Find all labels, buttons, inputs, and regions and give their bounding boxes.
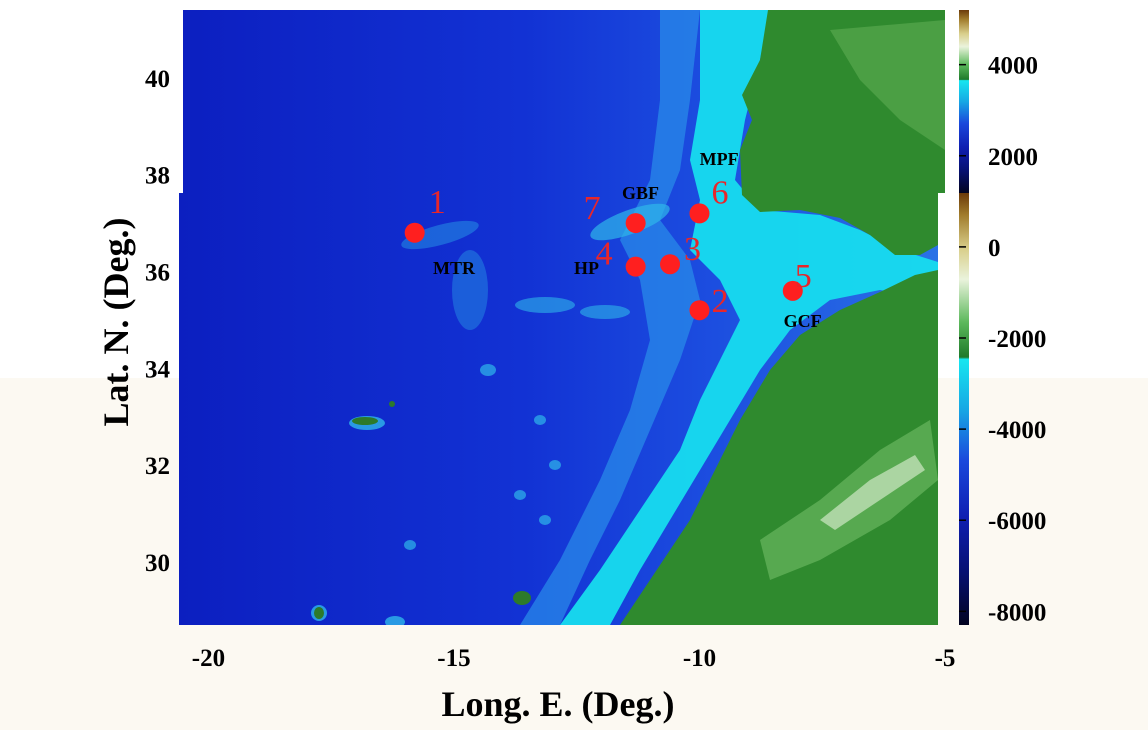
mid-slope bbox=[520, 10, 700, 625]
x-axis-ticks: -20 -15 -10 -5 bbox=[192, 645, 956, 672]
colorbar-tick-label: 4000 bbox=[988, 53, 1038, 80]
y-tick-label: 38 bbox=[145, 163, 170, 190]
y-tick-label: 36 bbox=[145, 259, 170, 286]
seamount bbox=[515, 297, 575, 313]
colorbar-tick-label: 2000 bbox=[988, 144, 1038, 171]
seamount bbox=[549, 460, 561, 470]
madeira-tore-rise bbox=[452, 250, 488, 330]
station-marker bbox=[625, 256, 646, 277]
iberia-highlands bbox=[830, 20, 945, 150]
seamount bbox=[514, 490, 526, 500]
canary-island bbox=[314, 607, 324, 619]
x-axis-label: Long. E. (Deg.) bbox=[442, 684, 675, 724]
x-tick-label: -5 bbox=[935, 645, 956, 672]
porto-santo-island bbox=[389, 401, 395, 407]
feature-labels: MTR HP GBF MPF GCF bbox=[433, 149, 822, 331]
x-tick-label: -10 bbox=[683, 645, 716, 672]
y-axis-ticks: 30 32 34 36 38 40 bbox=[145, 66, 171, 577]
seamount bbox=[480, 364, 496, 376]
atlas-peaks bbox=[820, 455, 925, 530]
map-panel bbox=[179, 10, 945, 625]
colorbar-ticks: 4000 2000 0 -2000 -4000 -6000 -8000 bbox=[959, 53, 1046, 626]
station-label: 7 bbox=[584, 190, 601, 227]
station-marker bbox=[689, 300, 710, 321]
seamount bbox=[534, 415, 546, 425]
madeira-tore-rise bbox=[401, 220, 479, 250]
station-marker bbox=[404, 222, 425, 243]
station-label: 2 bbox=[711, 283, 728, 320]
colorbar-top bbox=[959, 10, 969, 193]
seamount bbox=[580, 305, 630, 319]
y-tick-label: 30 bbox=[145, 550, 170, 577]
y-tick-label: 32 bbox=[145, 453, 170, 480]
x-tick-label: -20 bbox=[192, 645, 225, 672]
colorbar: 4000 2000 0 -2000 -4000 -6000 -8000 bbox=[959, 10, 1046, 626]
station-label: 6 bbox=[711, 174, 728, 211]
feature-label-hp: HP bbox=[574, 258, 599, 278]
colorbar-tick-label: -6000 bbox=[988, 508, 1046, 535]
y-tick-label: 40 bbox=[145, 66, 170, 93]
continental-shelf bbox=[560, 10, 938, 625]
colorbar-tick-label: -4000 bbox=[988, 417, 1046, 444]
seamount bbox=[404, 540, 416, 550]
feature-label-mpf: MPF bbox=[700, 149, 739, 169]
y-tick-label: 34 bbox=[145, 356, 171, 383]
colorbar-bottom bbox=[959, 193, 969, 625]
feature-label-mtr: MTR bbox=[433, 258, 476, 278]
canary-shelf bbox=[385, 616, 405, 625]
y-axis-label: Lat. N. (Deg.) bbox=[96, 218, 136, 427]
station-marker bbox=[782, 280, 803, 301]
colorbar-tick-label: 0 bbox=[988, 235, 1001, 262]
station-marker bbox=[689, 203, 710, 224]
x-tick-label: -15 bbox=[437, 645, 470, 672]
station-label: 3 bbox=[684, 231, 701, 268]
station-label: 1 bbox=[429, 184, 446, 221]
station-marker bbox=[660, 254, 681, 275]
seamount bbox=[539, 515, 551, 525]
madeira-island bbox=[352, 417, 378, 425]
feature-label-gbf: GBF bbox=[622, 183, 659, 203]
canary-island bbox=[513, 591, 531, 605]
station-label: 5 bbox=[795, 258, 812, 295]
colorbar-tick-label: -2000 bbox=[988, 326, 1046, 353]
station-marker bbox=[625, 213, 646, 234]
colorbar-tick-label: -8000 bbox=[988, 599, 1046, 626]
feature-label-gcf: GCF bbox=[784, 311, 822, 331]
station-label: 4 bbox=[596, 236, 613, 273]
